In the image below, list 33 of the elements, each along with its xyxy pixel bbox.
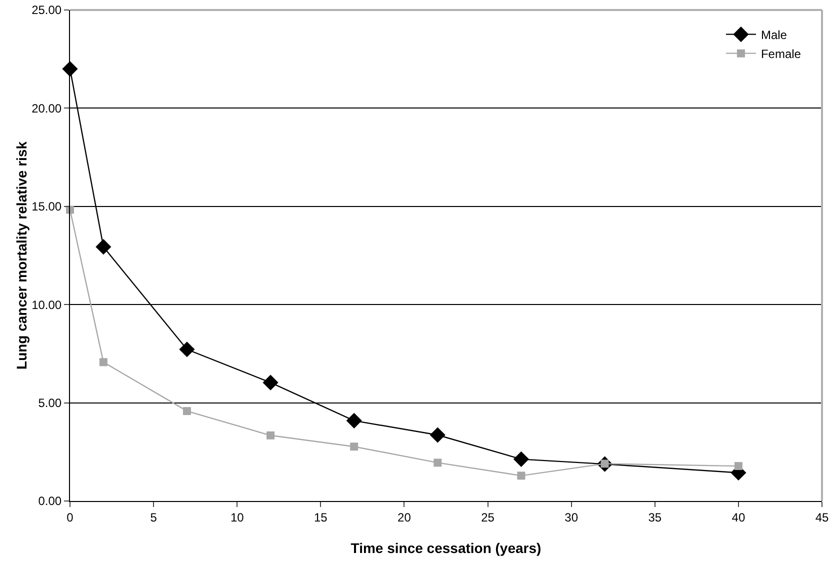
x-tick-label: 30 <box>564 510 578 524</box>
point <box>350 442 358 451</box>
x-tick-label: 25 <box>481 510 495 524</box>
x-axis-title: Time since cessation (years) <box>350 540 542 556</box>
point <box>182 407 191 416</box>
x-tick-label: 0 <box>66 510 74 524</box>
x-tick-label: 45 <box>815 510 829 524</box>
point <box>734 462 742 470</box>
point <box>513 451 529 467</box>
legend-label: Male <box>760 28 788 42</box>
y-tick-label: 25.00 <box>32 3 62 18</box>
x-tick-label: 20 <box>398 510 412 524</box>
y-tick-label: 5.00 <box>38 396 62 410</box>
y-tick-label: 10.00 <box>32 298 62 312</box>
point <box>179 342 195 358</box>
y-tick-label: 20.00 <box>32 101 62 116</box>
point <box>346 412 362 428</box>
point <box>96 239 112 255</box>
x-tick-label: 35 <box>648 510 662 524</box>
point <box>517 472 526 480</box>
x-tick-label: 40 <box>732 510 746 524</box>
point <box>266 431 275 440</box>
y-axis-title: Lung cancer mortality relative risk <box>14 141 30 370</box>
point <box>99 358 108 366</box>
x-tick-label: 15 <box>314 510 328 524</box>
x-tick-label: 5 <box>150 510 158 524</box>
point <box>430 427 446 443</box>
x-tick-label: 10 <box>230 510 244 524</box>
y-tick-label: 0.00 <box>38 494 62 508</box>
y-tick-label: 15.00 <box>32 200 62 214</box>
legend-label: Female <box>760 47 802 61</box>
point <box>434 458 442 467</box>
point <box>262 374 278 390</box>
